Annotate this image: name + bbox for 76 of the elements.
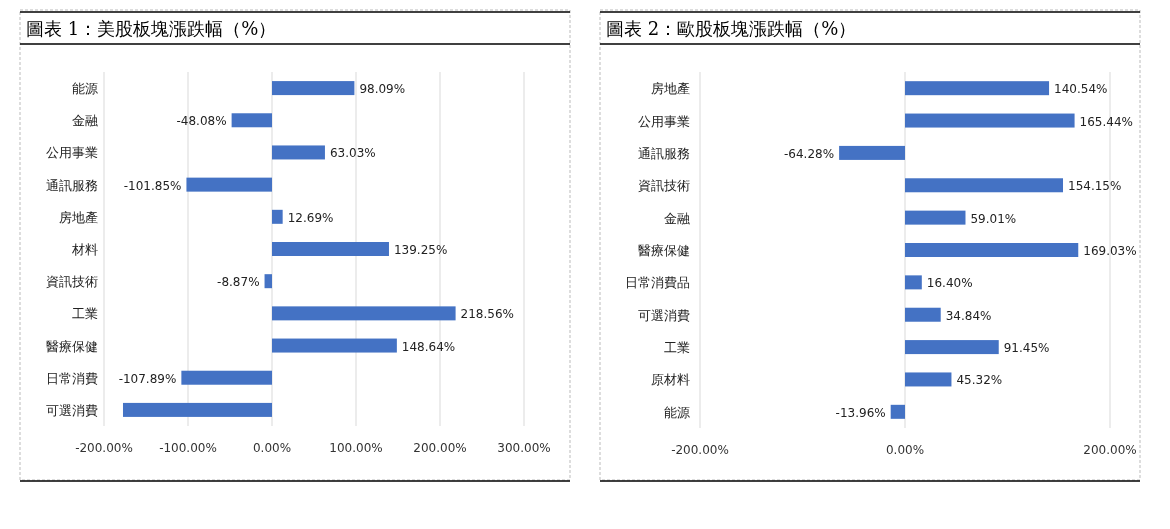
- y-tick-label: 日常消費品: [625, 275, 690, 291]
- y-tick-label: 房地產: [59, 209, 98, 225]
- data-label: 140.54%: [1054, 82, 1108, 97]
- bar: [264, 274, 272, 289]
- bar: [272, 209, 283, 224]
- data-label: 63.03%: [329, 146, 376, 161]
- x-tick-label: 200.00%: [1083, 443, 1137, 457]
- y-tick-label: 金融: [72, 113, 98, 129]
- y-tick-label: 原材料: [651, 372, 690, 388]
- bar: [905, 210, 966, 225]
- bar: [905, 178, 1063, 193]
- data-label: 154.15%: [1068, 179, 1122, 194]
- y-tick-label: 可選消費: [638, 307, 690, 323]
- data-label: 34.84%: [945, 308, 992, 323]
- y-tick-label: 公用事業: [46, 145, 98, 161]
- x-tick-label: 100.00%: [329, 441, 383, 455]
- y-tick-label: 工業: [664, 340, 690, 356]
- data-label: -107.89%: [118, 371, 177, 386]
- bar: [122, 402, 272, 417]
- data-label: -48.08%: [176, 114, 227, 129]
- y-tick-label: 工業: [72, 306, 98, 322]
- data-label: -8.87%: [217, 275, 260, 290]
- bar: [186, 177, 272, 192]
- y-tick-label: 醫療保健: [638, 243, 690, 258]
- x-tick-label: -100.00%: [159, 441, 217, 455]
- y-tick-label: 可選消費: [46, 402, 98, 418]
- bar: [890, 404, 905, 419]
- data-label: -101.85%: [123, 178, 182, 193]
- bar: [272, 81, 355, 96]
- x-tick-label: 200.00%: [413, 441, 467, 455]
- data-label: 45.32%: [956, 373, 1003, 388]
- x-tick-label: 0.00%: [885, 443, 925, 457]
- x-tick-label: 300.00%: [497, 441, 551, 455]
- bar: [839, 145, 905, 160]
- data-label: -64.28%: [784, 146, 835, 161]
- y-tick-label: 房地產: [651, 81, 690, 97]
- data-label: 98.09%: [359, 82, 406, 97]
- bar: [905, 340, 999, 355]
- y-tick-label: 資訊技術: [46, 274, 98, 290]
- data-label: 91.45%: [1003, 341, 1050, 356]
- data-label: 169.03%: [1083, 244, 1137, 258]
- data-label: -13.96%: [835, 405, 886, 420]
- data-label: 218.56%: [460, 307, 514, 322]
- bar: [905, 113, 1075, 128]
- data-label: 12.69%: [287, 210, 334, 225]
- y-tick-label: 材料: [71, 242, 98, 257]
- bar: [272, 242, 389, 256]
- y-tick-label: 日常消費: [46, 370, 98, 386]
- data-label: 59.01%: [970, 211, 1017, 226]
- chart-title: 圖表 2：歐股板塊漲跌幅（%）: [606, 18, 857, 39]
- bar: [905, 275, 922, 290]
- y-tick-label: 金融: [664, 210, 690, 226]
- y-tick-label: 資訊技術: [638, 178, 690, 194]
- y-tick-label: 能源: [664, 404, 690, 420]
- y-tick-label: 通訊服務: [46, 177, 98, 193]
- bar: [272, 306, 456, 321]
- bar: [231, 113, 272, 128]
- bar: [181, 370, 272, 385]
- bar: [905, 372, 952, 387]
- data-label: 16.40%: [926, 276, 973, 291]
- x-tick-label: -200.00%: [75, 441, 133, 455]
- y-tick-label: 公用事業: [638, 113, 690, 129]
- bar: [905, 307, 941, 322]
- bar: [905, 81, 1050, 96]
- x-tick-label: -200.00%: [671, 443, 729, 457]
- data-label: 165.44%: [1079, 114, 1133, 129]
- chart-title: 圖表 1：美股板塊漲跌幅（%）: [26, 18, 277, 39]
- bar: [905, 243, 1079, 257]
- x-tick-label: 0.00%: [252, 441, 292, 455]
- y-tick-label: 通訊服務: [638, 145, 690, 161]
- data-label: 148.64%: [401, 339, 456, 354]
- bar: [272, 338, 397, 353]
- bar: [272, 145, 325, 160]
- y-tick-label: 醫療保健: [46, 338, 98, 354]
- data-label: 139.25%: [393, 243, 448, 257]
- y-tick-label: 能源: [72, 81, 98, 97]
